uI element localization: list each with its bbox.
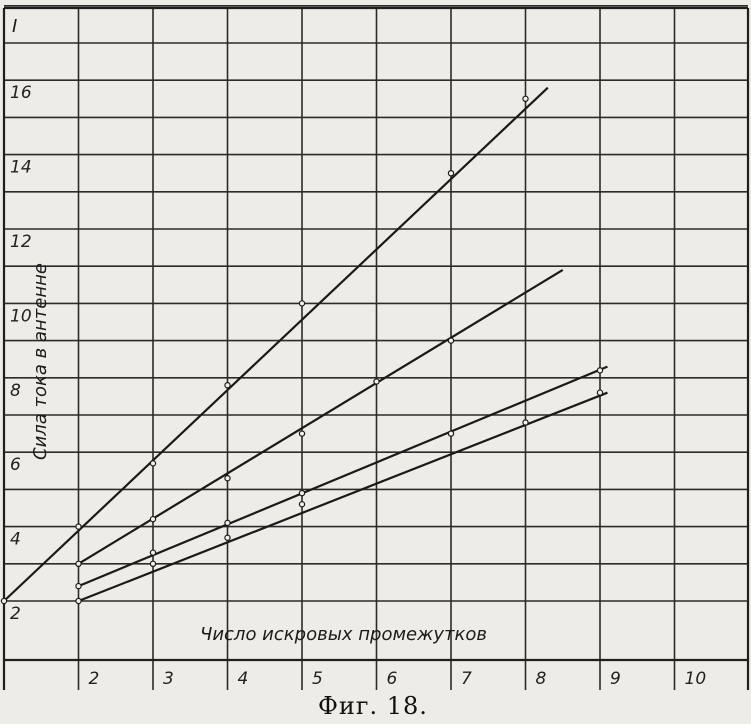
x-tick-label: 6 [387,669,398,689]
x-tick-label: 9 [610,669,621,689]
series-line-4 [78,391,608,603]
grid [2,4,750,690]
data-point-series-2 [224,475,231,482]
series-line-2 [77,268,564,565]
series-lines [3,86,608,603]
x-axis-label: Число искровых промежутков [200,624,487,645]
y-tick-label: 2 [10,604,21,624]
data-point-series-3 [75,582,82,590]
tick-labels: 2 3 4 5 6 7 8 9 10 2 4 6 8 10 12 14 16 [10,83,706,689]
data-point-series-3 [596,367,604,374]
x-tick-label: 2 [89,669,100,689]
figure-caption: Фиг. 18. [318,692,428,720]
x-tick-label: 4 [238,669,249,689]
y-tick-label: 8 [10,381,21,401]
data-point-series-2 [75,560,82,568]
series-line-3 [78,365,608,588]
data-point-series-1 [522,95,529,103]
data-point-series-4 [596,389,604,396]
x-tick-label: 10 [685,669,707,689]
y-tick-label: 4 [10,530,21,550]
y-tick-label: 16 [10,83,32,103]
data-point-series-1 [298,300,306,307]
data-points [0,95,604,605]
data-point-series-3 [447,430,455,437]
data-point-series-2 [298,430,306,437]
x-tick-label: 5 [312,669,323,689]
y-axis-symbol: I [12,16,17,37]
y-axis-label: Сила тока в антенне [30,263,51,460]
x-tick-label: 8 [536,669,547,689]
data-point-series-1 [75,523,82,530]
data-point-series-2 [447,337,455,344]
y-tick-label: 12 [10,232,32,252]
data-point-series-4 [224,534,231,541]
y-tick-label: 10 [10,306,32,326]
data-point-series-4 [149,560,157,568]
data-point-series-1 [224,382,231,389]
y-tick-label: 6 [10,455,21,475]
data-point-series-2 [149,515,157,523]
x-tick-label: 7 [461,669,472,689]
y-tick-label: 14 [10,158,32,178]
data-point-series-4 [298,501,306,508]
data-point-series-1 [149,460,157,467]
data-point-series-1 [0,597,8,605]
data-point-series-2 [373,378,380,385]
data-point-series-4 [522,419,529,426]
data-point-series-4 [75,597,82,605]
data-point-series-3 [298,489,306,497]
data-point-series-3 [224,519,231,527]
series-line-1 [3,86,549,602]
x-tick-label: 3 [163,669,174,689]
data-point-series-1 [447,169,455,177]
data-point-series-3 [149,549,157,556]
